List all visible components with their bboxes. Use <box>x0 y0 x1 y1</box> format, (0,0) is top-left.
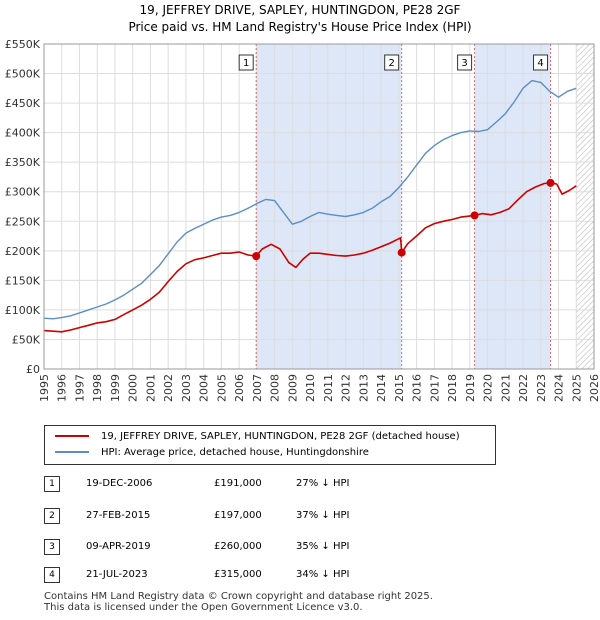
transaction-date: 19-DEC-2006 <box>86 478 153 489</box>
sale-point <box>397 248 406 257</box>
x-tick-label: 2016 <box>411 374 424 402</box>
x-tick-label: 2023 <box>535 374 548 402</box>
sale-label-box <box>238 54 254 71</box>
x-tick-label: 2007 <box>251 374 264 402</box>
x-tick-label: 2005 <box>215 374 228 402</box>
x-tick-label: 2009 <box>286 374 299 402</box>
legend-swatch-property <box>55 435 89 437</box>
footer-line-1: Contains HM Land Registry data © Crown c… <box>44 591 433 602</box>
transaction-date: 27-FEB-2015 <box>86 510 151 521</box>
sale-label-text: 4 <box>537 58 543 69</box>
transaction-date: 09-APR-2019 <box>86 541 151 552</box>
attribution-footer: Contains HM Land Registry data © Crown c… <box>44 591 433 613</box>
transaction-hpi-delta: 37% ↓ HPI <box>296 510 350 521</box>
x-tick-label: 2014 <box>375 374 388 402</box>
x-tick-label: 1996 <box>56 374 69 402</box>
x-tick-label: 2008 <box>269 374 282 402</box>
hpi-series-line <box>43 79 577 320</box>
sale-point <box>546 178 555 187</box>
chart-legend: 19, JEFFREY DRIVE, SAPLEY, HUNTINGDON, P… <box>44 425 496 465</box>
x-tick-label: 2026 <box>588 374 600 402</box>
transaction-row: 2 27-FEB-2015 £197,000 37% ↓ HPI <box>0 508 600 526</box>
footer-line-2: This data is licensed under the Open Gov… <box>44 602 363 613</box>
title-line-1: 19, JEFFREY DRIVE, SAPLEY, HUNTINGDON, P… <box>139 3 461 17</box>
y-tick-label: £200K <box>5 245 41 258</box>
legend-item-hpi: HPI: Average price, detached house, Hunt… <box>55 446 369 460</box>
x-tick-label: 2024 <box>553 374 566 402</box>
x-tick-label: 2000 <box>127 374 140 402</box>
property-series-line <box>43 182 577 333</box>
x-tick-label: 2006 <box>233 374 246 402</box>
x-tick-label: 2020 <box>482 374 495 402</box>
y-tick-label: £550K <box>5 38 41 51</box>
x-tick-label: 1995 <box>38 374 51 402</box>
x-tick-label: 2015 <box>393 374 406 402</box>
x-tick-label: 1999 <box>109 374 122 402</box>
chart-title: 19, JEFFREY DRIVE, SAPLEY, HUNTINGDON, P… <box>0 2 600 36</box>
sale-label-text: 1 <box>243 58 249 69</box>
transaction-hpi-delta: 34% ↓ HPI <box>296 569 350 580</box>
transaction-number: 4 <box>44 567 60 583</box>
x-tick-label: 1997 <box>73 374 86 402</box>
transaction-row: 1 19-DEC-2006 £191,000 27% ↓ HPI <box>0 476 600 494</box>
x-tick-label: 2025 <box>570 374 583 402</box>
transaction-price: £191,000 <box>214 478 262 489</box>
legend-item-property: 19, JEFFREY DRIVE, SAPLEY, HUNTINGDON, P… <box>55 430 460 444</box>
legend-label-hpi: HPI: Average price, detached house, Hunt… <box>101 447 369 458</box>
transaction-date: 21-JUL-2023 <box>86 569 148 580</box>
sale-period-shade <box>256 44 402 369</box>
x-tick-label: 2002 <box>162 374 175 402</box>
transaction-price: £260,000 <box>214 541 262 552</box>
transaction-row: 3 09-APR-2019 £260,000 35% ↓ HPI <box>0 539 600 557</box>
transaction-price: £315,000 <box>214 569 262 580</box>
transaction-hpi-delta: 27% ↓ HPI <box>296 478 350 489</box>
x-tick-label: 2019 <box>464 374 477 402</box>
sale-point <box>252 252 261 261</box>
x-tick-label: 2003 <box>180 374 193 402</box>
title-line-2: Price paid vs. HM Land Registry's House … <box>128 20 472 34</box>
sale-point <box>470 211 479 220</box>
x-tick-label: 2021 <box>499 374 512 402</box>
transaction-row: 4 21-JUL-2023 £315,000 34% ↓ HPI <box>0 567 600 585</box>
y-tick-label: £400K <box>5 127 41 140</box>
transaction-price: £197,000 <box>214 510 262 521</box>
x-tick-label: 2017 <box>428 374 441 402</box>
y-tick-label: £300K <box>5 186 41 199</box>
y-tick-label: £0 <box>26 363 40 376</box>
sale-label-box <box>457 54 473 71</box>
transaction-hpi-delta: 35% ↓ HPI <box>296 541 350 552</box>
transaction-number: 1 <box>44 476 60 492</box>
x-tick-label: 2010 <box>304 374 317 402</box>
plot-frame <box>43 43 595 370</box>
x-tick-label: 2013 <box>357 374 370 402</box>
legend-swatch-hpi <box>55 451 89 453</box>
future-hatch <box>576 44 594 369</box>
y-tick-label: £450K <box>5 97 41 110</box>
transaction-number: 3 <box>44 539 60 555</box>
transaction-number: 2 <box>44 508 60 524</box>
y-tick-label: £100K <box>5 304 41 317</box>
sale-label-text: 2 <box>388 58 394 69</box>
legend-label-property: 19, JEFFREY DRIVE, SAPLEY, HUNTINGDON, P… <box>101 431 460 442</box>
sale-period-shade <box>474 44 551 369</box>
x-tick-label: 1998 <box>91 374 104 402</box>
x-tick-label: 2011 <box>322 374 335 402</box>
y-tick-label: £500K <box>5 68 41 81</box>
y-tick-label: £50K <box>12 333 41 346</box>
x-tick-label: 2004 <box>198 374 211 402</box>
sale-label-text: 3 <box>461 58 467 69</box>
sale-label-box <box>384 54 400 71</box>
y-tick-label: £150K <box>5 274 41 287</box>
y-tick-label: £250K <box>5 215 41 228</box>
x-tick-label: 2022 <box>517 374 530 402</box>
sale-label-box <box>533 54 549 71</box>
x-tick-label: 2012 <box>340 374 353 402</box>
x-tick-label: 2018 <box>446 374 459 402</box>
x-tick-label: 2001 <box>144 374 157 402</box>
price-chart: £0 £50K £100K £150K £200K £250K £300K £350K £400… <box>5 38 600 402</box>
y-tick-label: £350K <box>5 156 41 169</box>
